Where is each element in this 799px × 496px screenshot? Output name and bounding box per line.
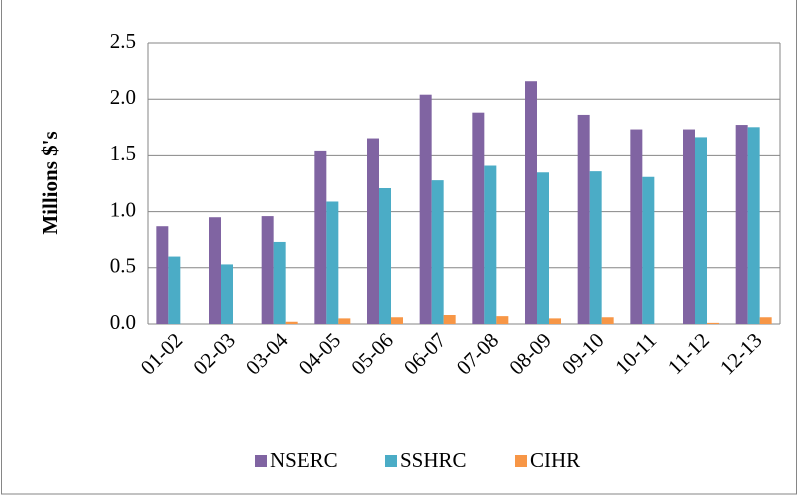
legend-label: CIHR xyxy=(530,448,580,472)
bar xyxy=(630,129,643,324)
bar xyxy=(168,256,181,324)
bar xyxy=(735,125,748,324)
bar xyxy=(273,241,286,324)
legend-swatch xyxy=(385,455,397,467)
bar xyxy=(642,176,655,324)
bar xyxy=(707,322,719,324)
y-tick-label: 2.5 xyxy=(110,29,136,53)
legend-label: NSERC xyxy=(270,448,338,472)
bar xyxy=(314,150,327,324)
bar xyxy=(759,317,772,324)
bar xyxy=(472,112,485,324)
bar xyxy=(589,171,602,324)
bar xyxy=(747,127,760,324)
bar xyxy=(695,137,707,324)
bar xyxy=(156,226,169,324)
bar xyxy=(537,172,549,324)
bar xyxy=(683,129,695,324)
y-tick-label: 1.5 xyxy=(110,141,136,165)
bar xyxy=(261,216,274,324)
y-tick-label: 1.0 xyxy=(110,197,136,221)
legend-label: SSHRC xyxy=(400,448,467,472)
bar xyxy=(431,180,444,324)
y-axis-label: Millions $'s xyxy=(38,131,62,234)
bar xyxy=(443,315,456,324)
bar xyxy=(391,317,403,324)
bar xyxy=(496,316,509,324)
bar xyxy=(601,317,614,324)
bar xyxy=(577,114,590,324)
legend-swatch xyxy=(255,455,267,467)
bar xyxy=(525,81,537,324)
bar xyxy=(484,165,497,324)
bar xyxy=(379,187,391,324)
bar xyxy=(338,318,351,324)
y-tick-label: 0.5 xyxy=(110,254,136,278)
y-tick-label: 2.0 xyxy=(110,85,136,109)
bar xyxy=(419,94,432,324)
bar xyxy=(221,264,233,324)
y-tick-label: 0.0 xyxy=(110,310,136,334)
bar xyxy=(326,201,339,324)
bar xyxy=(285,321,298,324)
bar xyxy=(367,138,379,324)
bar xyxy=(209,217,221,324)
legend-swatch xyxy=(515,455,527,467)
bar xyxy=(549,318,561,324)
